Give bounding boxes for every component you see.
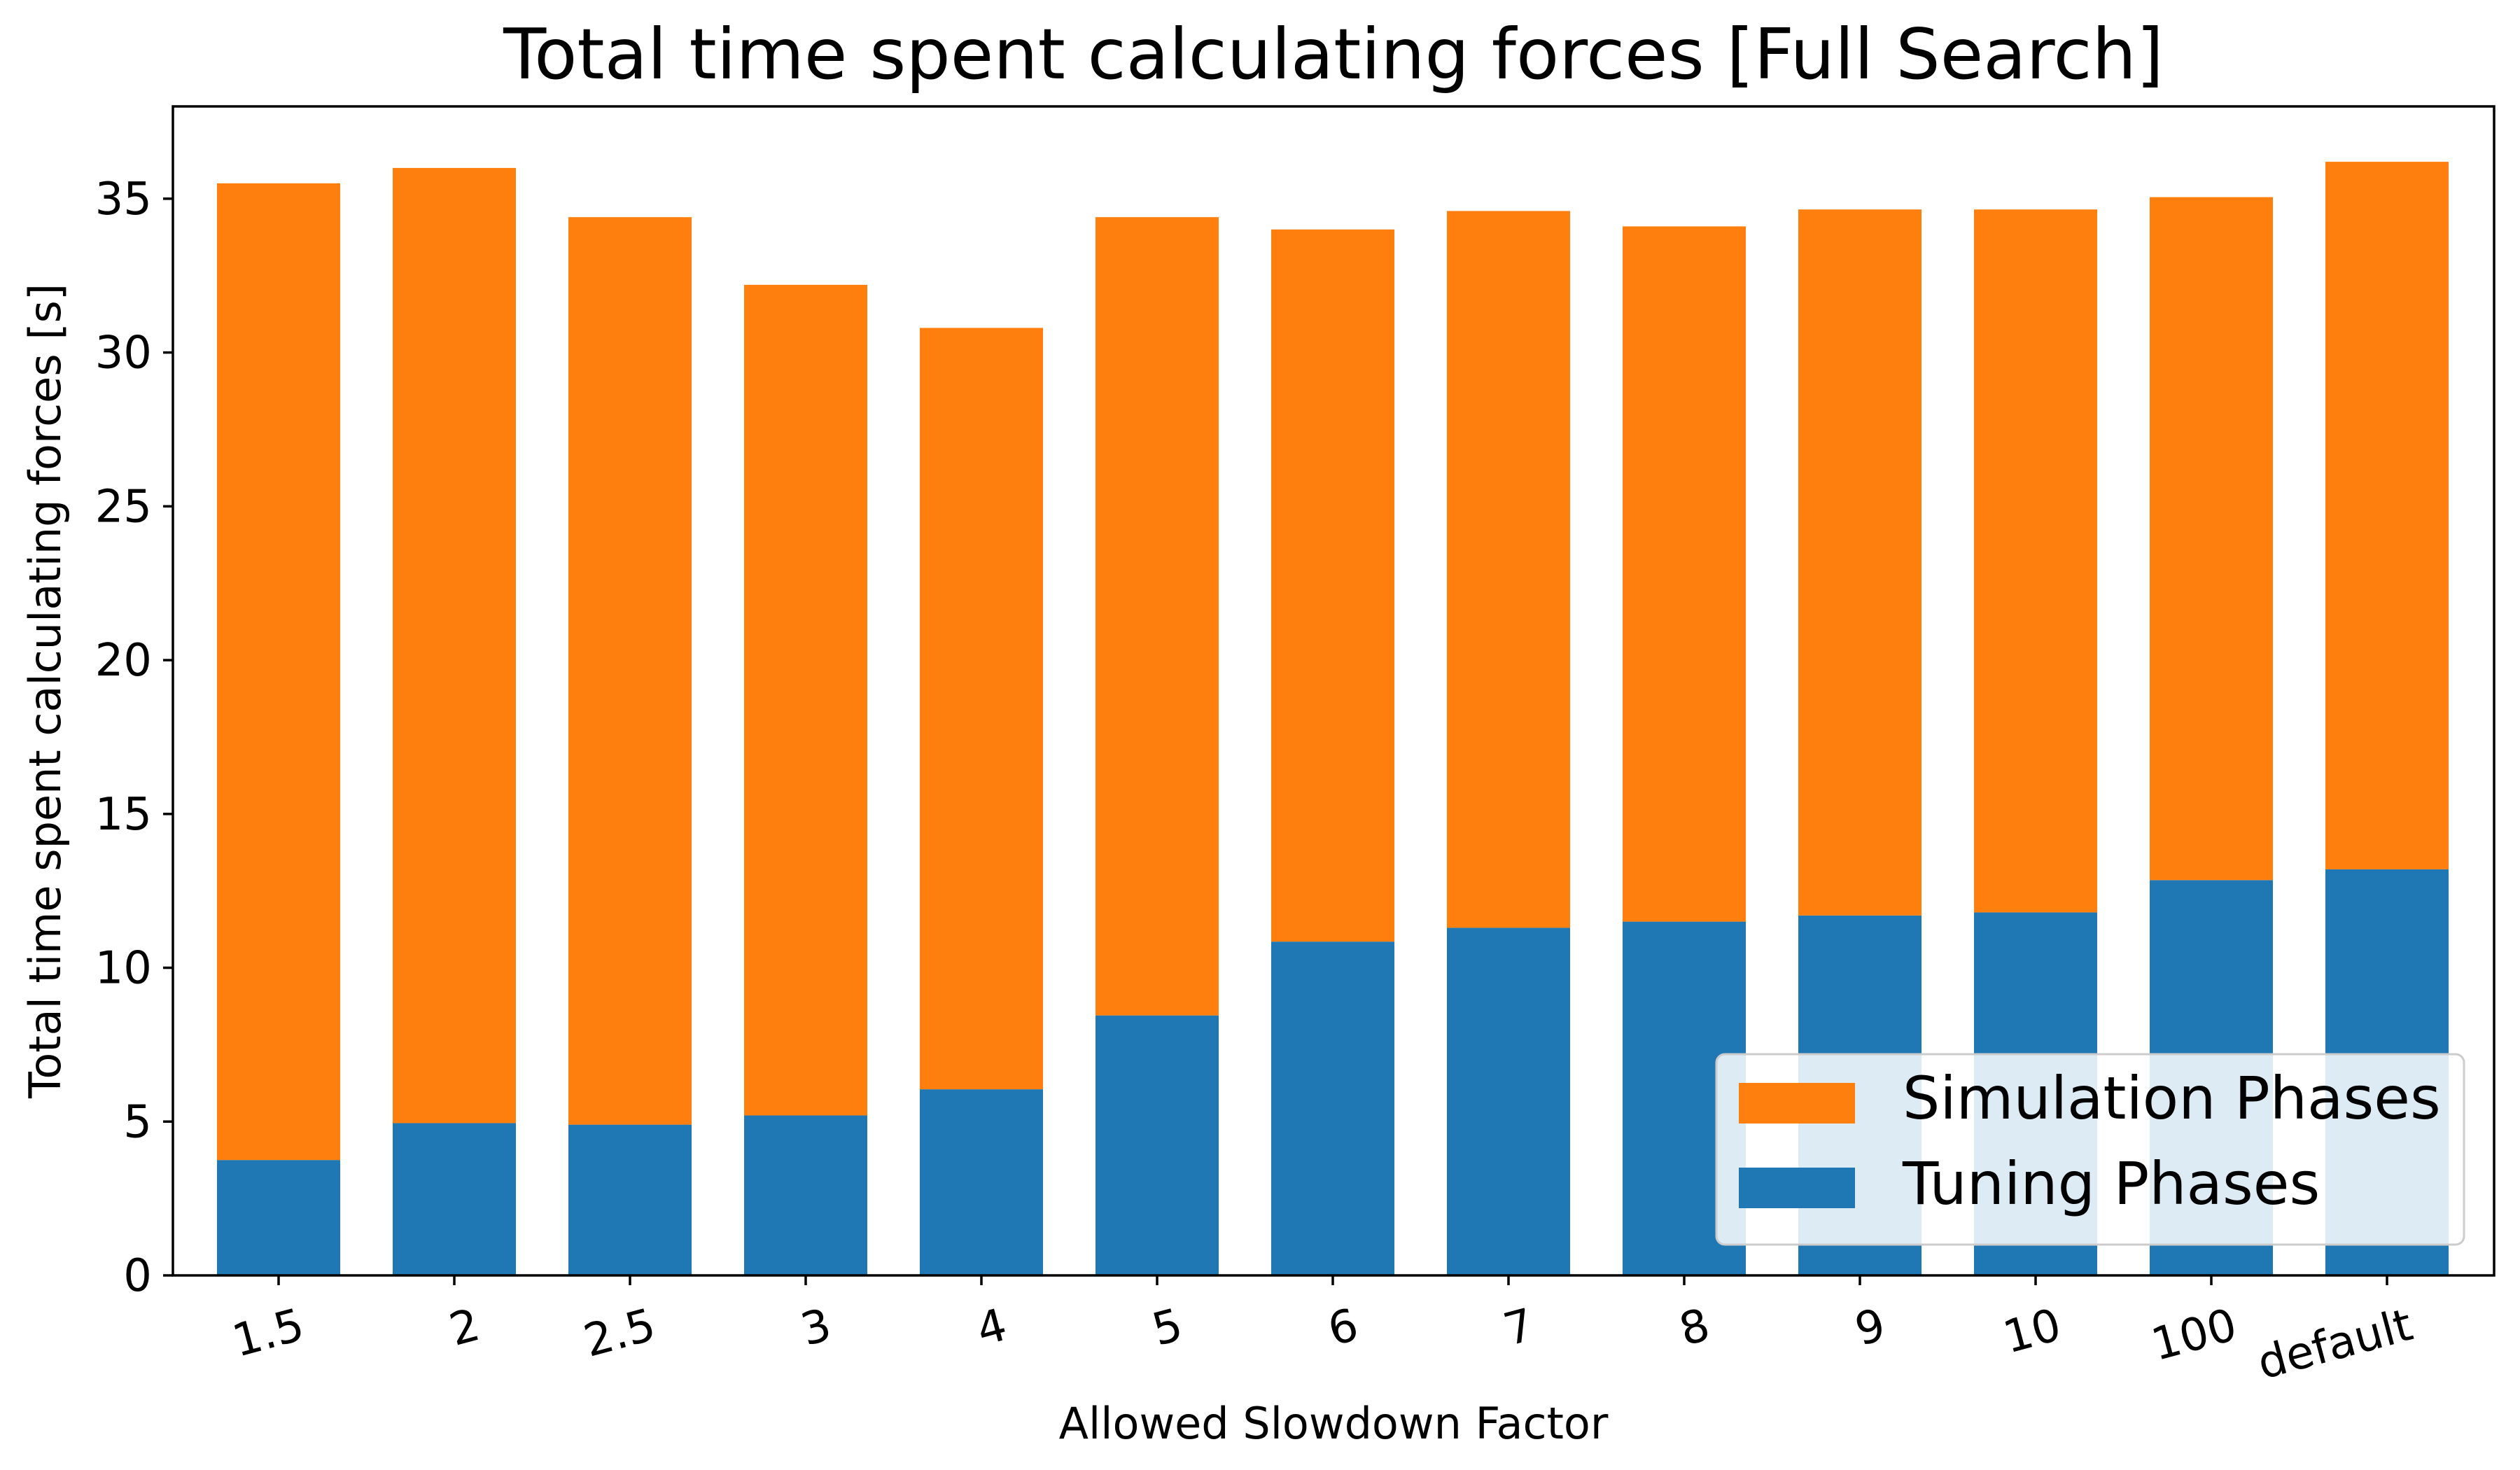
- y-tick-label-15: 15: [95, 789, 152, 841]
- chart-title: Total time spent calculating forces [Ful…: [503, 13, 2164, 95]
- y-tick-label-25: 25: [95, 481, 152, 533]
- bar-simulation-10: [1974, 209, 2097, 913]
- legend-swatch-simulation: [1739, 1083, 1855, 1124]
- x-tick-label-0: 1.5: [227, 1299, 309, 1368]
- legend-label-tuning: Tuning Phases: [1902, 1149, 2320, 1218]
- x-tick-label-6: 6: [1323, 1299, 1364, 1357]
- bar-tuning-5: [1096, 1015, 1219, 1275]
- bar-tuning-0: [217, 1160, 340, 1275]
- x-tick-label-10: 10: [1998, 1299, 2066, 1364]
- bar-simulation-2: [568, 217, 692, 1125]
- bar-simulation-5: [1096, 217, 1219, 1016]
- bar-simulation-6: [1271, 229, 1394, 942]
- x-tick-label-1: 2: [444, 1299, 485, 1357]
- x-tick-label-8: 8: [1674, 1299, 1715, 1357]
- y-tick-label-30: 30: [95, 328, 152, 379]
- x-tick-label-9: 9: [1850, 1299, 1891, 1357]
- x-tick-label-7: 7: [1499, 1299, 1539, 1357]
- bar-simulation-7: [1447, 211, 1570, 928]
- y-tick-label-10: 10: [95, 943, 152, 995]
- y-axis: 0 5 10 15 20 25 30 35: [95, 174, 173, 1302]
- bar-simulation-11: [2150, 197, 2273, 881]
- x-tick-label-4: 4: [972, 1299, 1012, 1357]
- x-tick-label-11: 100: [2146, 1299, 2242, 1371]
- legend: Simulation Phases Tuning Phases: [1715, 1053, 2465, 1246]
- legend-label-simulation: Simulation Phases: [1903, 1064, 2441, 1133]
- bar-simulation-9: [1798, 209, 1921, 916]
- bar-simulation-4: [920, 328, 1043, 1090]
- bar-tuning-4: [920, 1089, 1043, 1275]
- x-tick-label-3: 3: [796, 1299, 836, 1357]
- bar-simulation-3: [744, 284, 867, 1116]
- legend-swatch-tuning: [1739, 1168, 1855, 1208]
- legend-box: [1715, 1053, 2465, 1246]
- bar-simulation-12: [2325, 162, 2449, 869]
- y-tick-label-0: 0: [123, 1250, 152, 1302]
- bar-tuning-3: [744, 1115, 867, 1275]
- bar-tuning-2: [568, 1124, 692, 1275]
- y-tick-label-20: 20: [95, 635, 152, 687]
- x-axis-label: Allowed Slowdown Factor: [1059, 1398, 1609, 1449]
- x-tick-label-5: 5: [1147, 1299, 1188, 1357]
- bar-simulation-0: [217, 183, 340, 1161]
- x-tick-label-12: default: [2252, 1299, 2418, 1390]
- y-tick-label-5: 5: [123, 1096, 152, 1148]
- bar-tuning-1: [393, 1123, 516, 1275]
- y-axis-label: Total time spent calculating forces [s]: [20, 284, 71, 1099]
- y-tick-label-35: 35: [95, 174, 152, 225]
- x-tick-label-2: 2.5: [579, 1299, 661, 1368]
- bar-tuning-6: [1271, 941, 1394, 1275]
- bar-simulation-8: [1623, 226, 1746, 922]
- bar-tuning-7: [1447, 927, 1570, 1275]
- x-axis: 1.5 2 2.5 3 4 5 6 7 8 9 10 100 default: [227, 1275, 2418, 1390]
- bar-simulation-1: [393, 167, 516, 1124]
